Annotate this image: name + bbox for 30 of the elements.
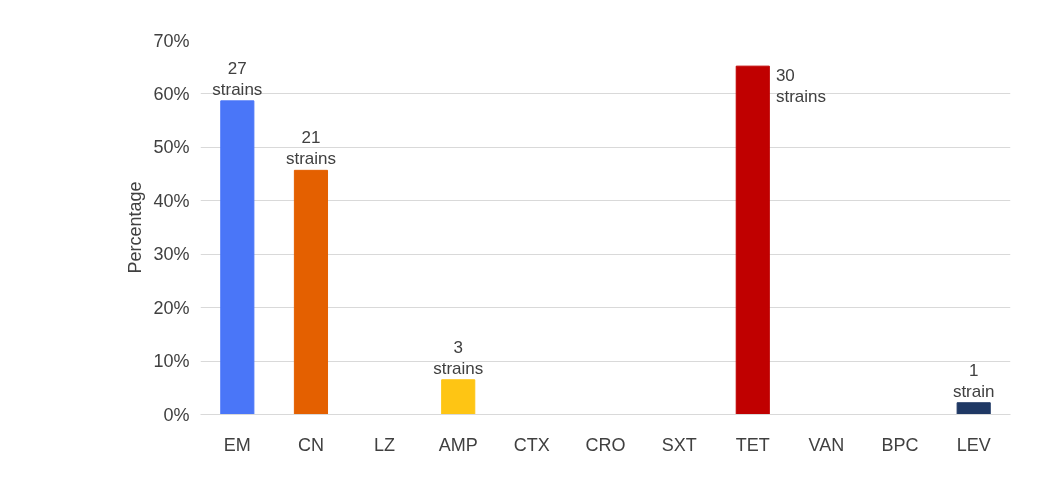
annotation: 27 strains xyxy=(212,58,263,99)
bar xyxy=(220,100,255,415)
x-tick-label: LZ xyxy=(374,434,396,455)
x-tick-label: CRO xyxy=(585,434,626,455)
y-tick-label: 60% xyxy=(153,83,190,104)
bar xyxy=(956,402,991,415)
annotation: 30 strains xyxy=(775,66,826,107)
y-tick-label: 30% xyxy=(153,244,190,265)
y-tick-label: 10% xyxy=(153,351,190,372)
bar xyxy=(735,65,770,415)
bar xyxy=(441,379,476,415)
y-tick-label: 50% xyxy=(153,137,190,158)
annotation: 1 strain xyxy=(952,360,995,401)
x-tick-label: AMP xyxy=(438,434,478,455)
y-tick-label: 20% xyxy=(153,297,190,318)
x-tick-label: TET xyxy=(735,434,770,455)
x-tick-label: VAN xyxy=(808,434,845,455)
x-tick-label: EM xyxy=(223,434,251,455)
x-tick-label: CTX xyxy=(513,434,550,455)
y-tick-label: 40% xyxy=(153,190,190,211)
bar xyxy=(293,169,329,415)
x-tick-label: CN xyxy=(297,434,324,455)
y-tick-label: 0% xyxy=(163,404,190,425)
x-tick-label: LEV xyxy=(956,434,991,455)
y-tick-label: 70% xyxy=(153,30,190,51)
annotation: 21 strains xyxy=(285,128,336,169)
x-tick-label: SXT xyxy=(661,434,697,455)
x-tick-label: BPC xyxy=(881,434,919,455)
annotation: 3 strains xyxy=(433,337,484,378)
y-axis-title: Percentage xyxy=(125,181,146,274)
